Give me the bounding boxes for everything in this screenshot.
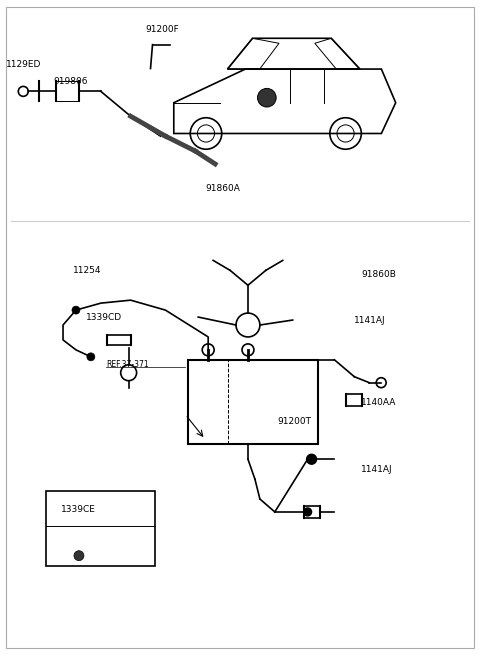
Text: 919806: 919806 <box>53 77 87 86</box>
Text: 91200T: 91200T <box>278 417 312 426</box>
Text: 91860B: 91860B <box>361 271 396 279</box>
Text: 91860A: 91860A <box>205 184 240 193</box>
Text: 11254: 11254 <box>73 267 101 275</box>
Bar <box>46 491 156 566</box>
Text: 1140AA: 1140AA <box>361 398 396 407</box>
Circle shape <box>304 508 312 516</box>
Text: 91200F: 91200F <box>145 25 180 33</box>
Text: 1141AJ: 1141AJ <box>354 316 386 325</box>
Text: 1339CD: 1339CD <box>86 313 122 322</box>
Text: 1129ED: 1129ED <box>6 60 42 69</box>
Text: 1141AJ: 1141AJ <box>361 465 393 474</box>
Text: REF.37-371: REF.37-371 <box>106 360 148 369</box>
Circle shape <box>74 551 84 561</box>
Circle shape <box>87 353 95 361</box>
Circle shape <box>72 306 80 314</box>
Bar <box>188 360 318 444</box>
Circle shape <box>307 455 316 464</box>
Text: 1339CE: 1339CE <box>61 505 96 514</box>
Circle shape <box>258 88 276 107</box>
